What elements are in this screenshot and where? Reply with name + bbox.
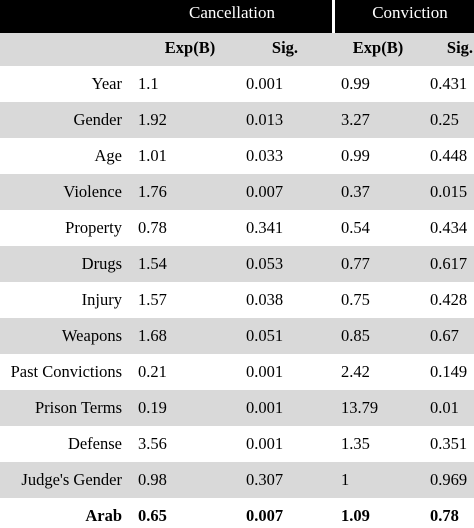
cell-value: 0.65 <box>138 506 167 525</box>
column-header: Exp(B) <box>164 38 216 57</box>
cell-value: 1.1 <box>138 74 159 93</box>
row-label: Defense <box>67 434 122 453</box>
cell-value: 1.35 <box>341 434 370 453</box>
header-band <box>0 0 332 33</box>
cell-value: 0.007 <box>246 506 284 525</box>
cell-value: 0.99 <box>341 74 370 93</box>
cell-value: 1.68 <box>138 326 167 345</box>
cell-value: 1.76 <box>138 182 167 201</box>
cell-value: 0.428 <box>430 290 468 309</box>
row-band <box>0 102 474 138</box>
cell-value: 2.42 <box>341 362 370 381</box>
row-label: Arab <box>85 506 122 525</box>
cell-value: 0.969 <box>430 470 468 489</box>
cell-value: 0.78 <box>430 506 459 525</box>
cell-value: 0.19 <box>138 398 167 417</box>
cell-value: 0.013 <box>246 110 284 129</box>
row-band <box>0 462 474 498</box>
row-label: Drugs <box>81 254 122 273</box>
row-label: Property <box>65 218 122 237</box>
cell-value: 0.434 <box>430 218 468 237</box>
cell-value: 0.85 <box>341 326 370 345</box>
row-label: Violence <box>63 182 122 201</box>
row-label: Prison Terms <box>34 398 122 417</box>
cell-value: 0.21 <box>138 362 167 381</box>
cell-value: 0.015 <box>430 182 468 201</box>
cell-value: 0.431 <box>430 74 468 93</box>
cell-value: 0.67 <box>430 326 459 345</box>
row-label: Judge's Gender <box>21 470 122 489</box>
cell-value: 0.98 <box>138 470 167 489</box>
row-band <box>0 390 474 426</box>
row-label: Gender <box>73 110 122 129</box>
header-band <box>335 0 474 33</box>
cell-value: 0.617 <box>430 254 468 273</box>
cell-value: 0.038 <box>246 290 284 309</box>
cell-value: 0.78 <box>138 218 167 237</box>
cell-value: 0.053 <box>246 254 284 273</box>
cell-value: 1 <box>341 470 350 489</box>
row-band <box>0 174 474 210</box>
cell-value: 1.01 <box>138 146 167 165</box>
cell-value: 0.001 <box>246 434 284 453</box>
group-header: Conviction <box>372 3 448 22</box>
cell-value: 0.001 <box>246 362 284 381</box>
cell-value: 0.149 <box>430 362 468 381</box>
cell-value: 1.54 <box>138 254 167 273</box>
cell-value: 0.341 <box>246 218 284 237</box>
row-label: Age <box>94 146 123 165</box>
cell-value: 0.37 <box>341 182 370 201</box>
column-header: Sig. <box>446 38 474 57</box>
cell-value: 1.57 <box>138 290 167 309</box>
cell-value: 3.27 <box>341 110 370 129</box>
cell-value: 0.25 <box>430 110 459 129</box>
cell-value: 0.351 <box>430 434 468 453</box>
cell-value: 0.051 <box>246 326 284 345</box>
cell-value: 0.307 <box>246 470 284 489</box>
row-label: Weapons <box>61 326 122 345</box>
cell-value: 0.77 <box>341 254 370 273</box>
cell-value: 0.001 <box>246 74 284 93</box>
column-header-band <box>0 33 474 66</box>
row-label: Year <box>91 74 122 93</box>
column-header: Exp(B) <box>352 38 404 57</box>
cell-value: 0.54 <box>341 218 370 237</box>
row-label: Injury <box>81 290 122 309</box>
row-band <box>0 246 474 282</box>
cell-value: 1.09 <box>341 506 370 525</box>
cell-value: 0.75 <box>341 290 370 309</box>
cell-value: 0.448 <box>430 146 468 165</box>
cell-value: 0.033 <box>246 146 284 165</box>
cell-value: 13.79 <box>341 398 379 417</box>
group-header: Cancellation <box>189 3 275 22</box>
row-label: Past Convictions <box>10 362 122 381</box>
cell-value: 3.56 <box>138 434 167 453</box>
cell-value: 1.92 <box>138 110 167 129</box>
column-header: Sig. <box>271 38 299 57</box>
cell-value: 0.01 <box>430 398 459 417</box>
cell-value: 0.99 <box>341 146 370 165</box>
cell-value: 0.001 <box>246 398 284 417</box>
cell-value: 0.007 <box>246 182 284 201</box>
row-band <box>0 318 474 354</box>
